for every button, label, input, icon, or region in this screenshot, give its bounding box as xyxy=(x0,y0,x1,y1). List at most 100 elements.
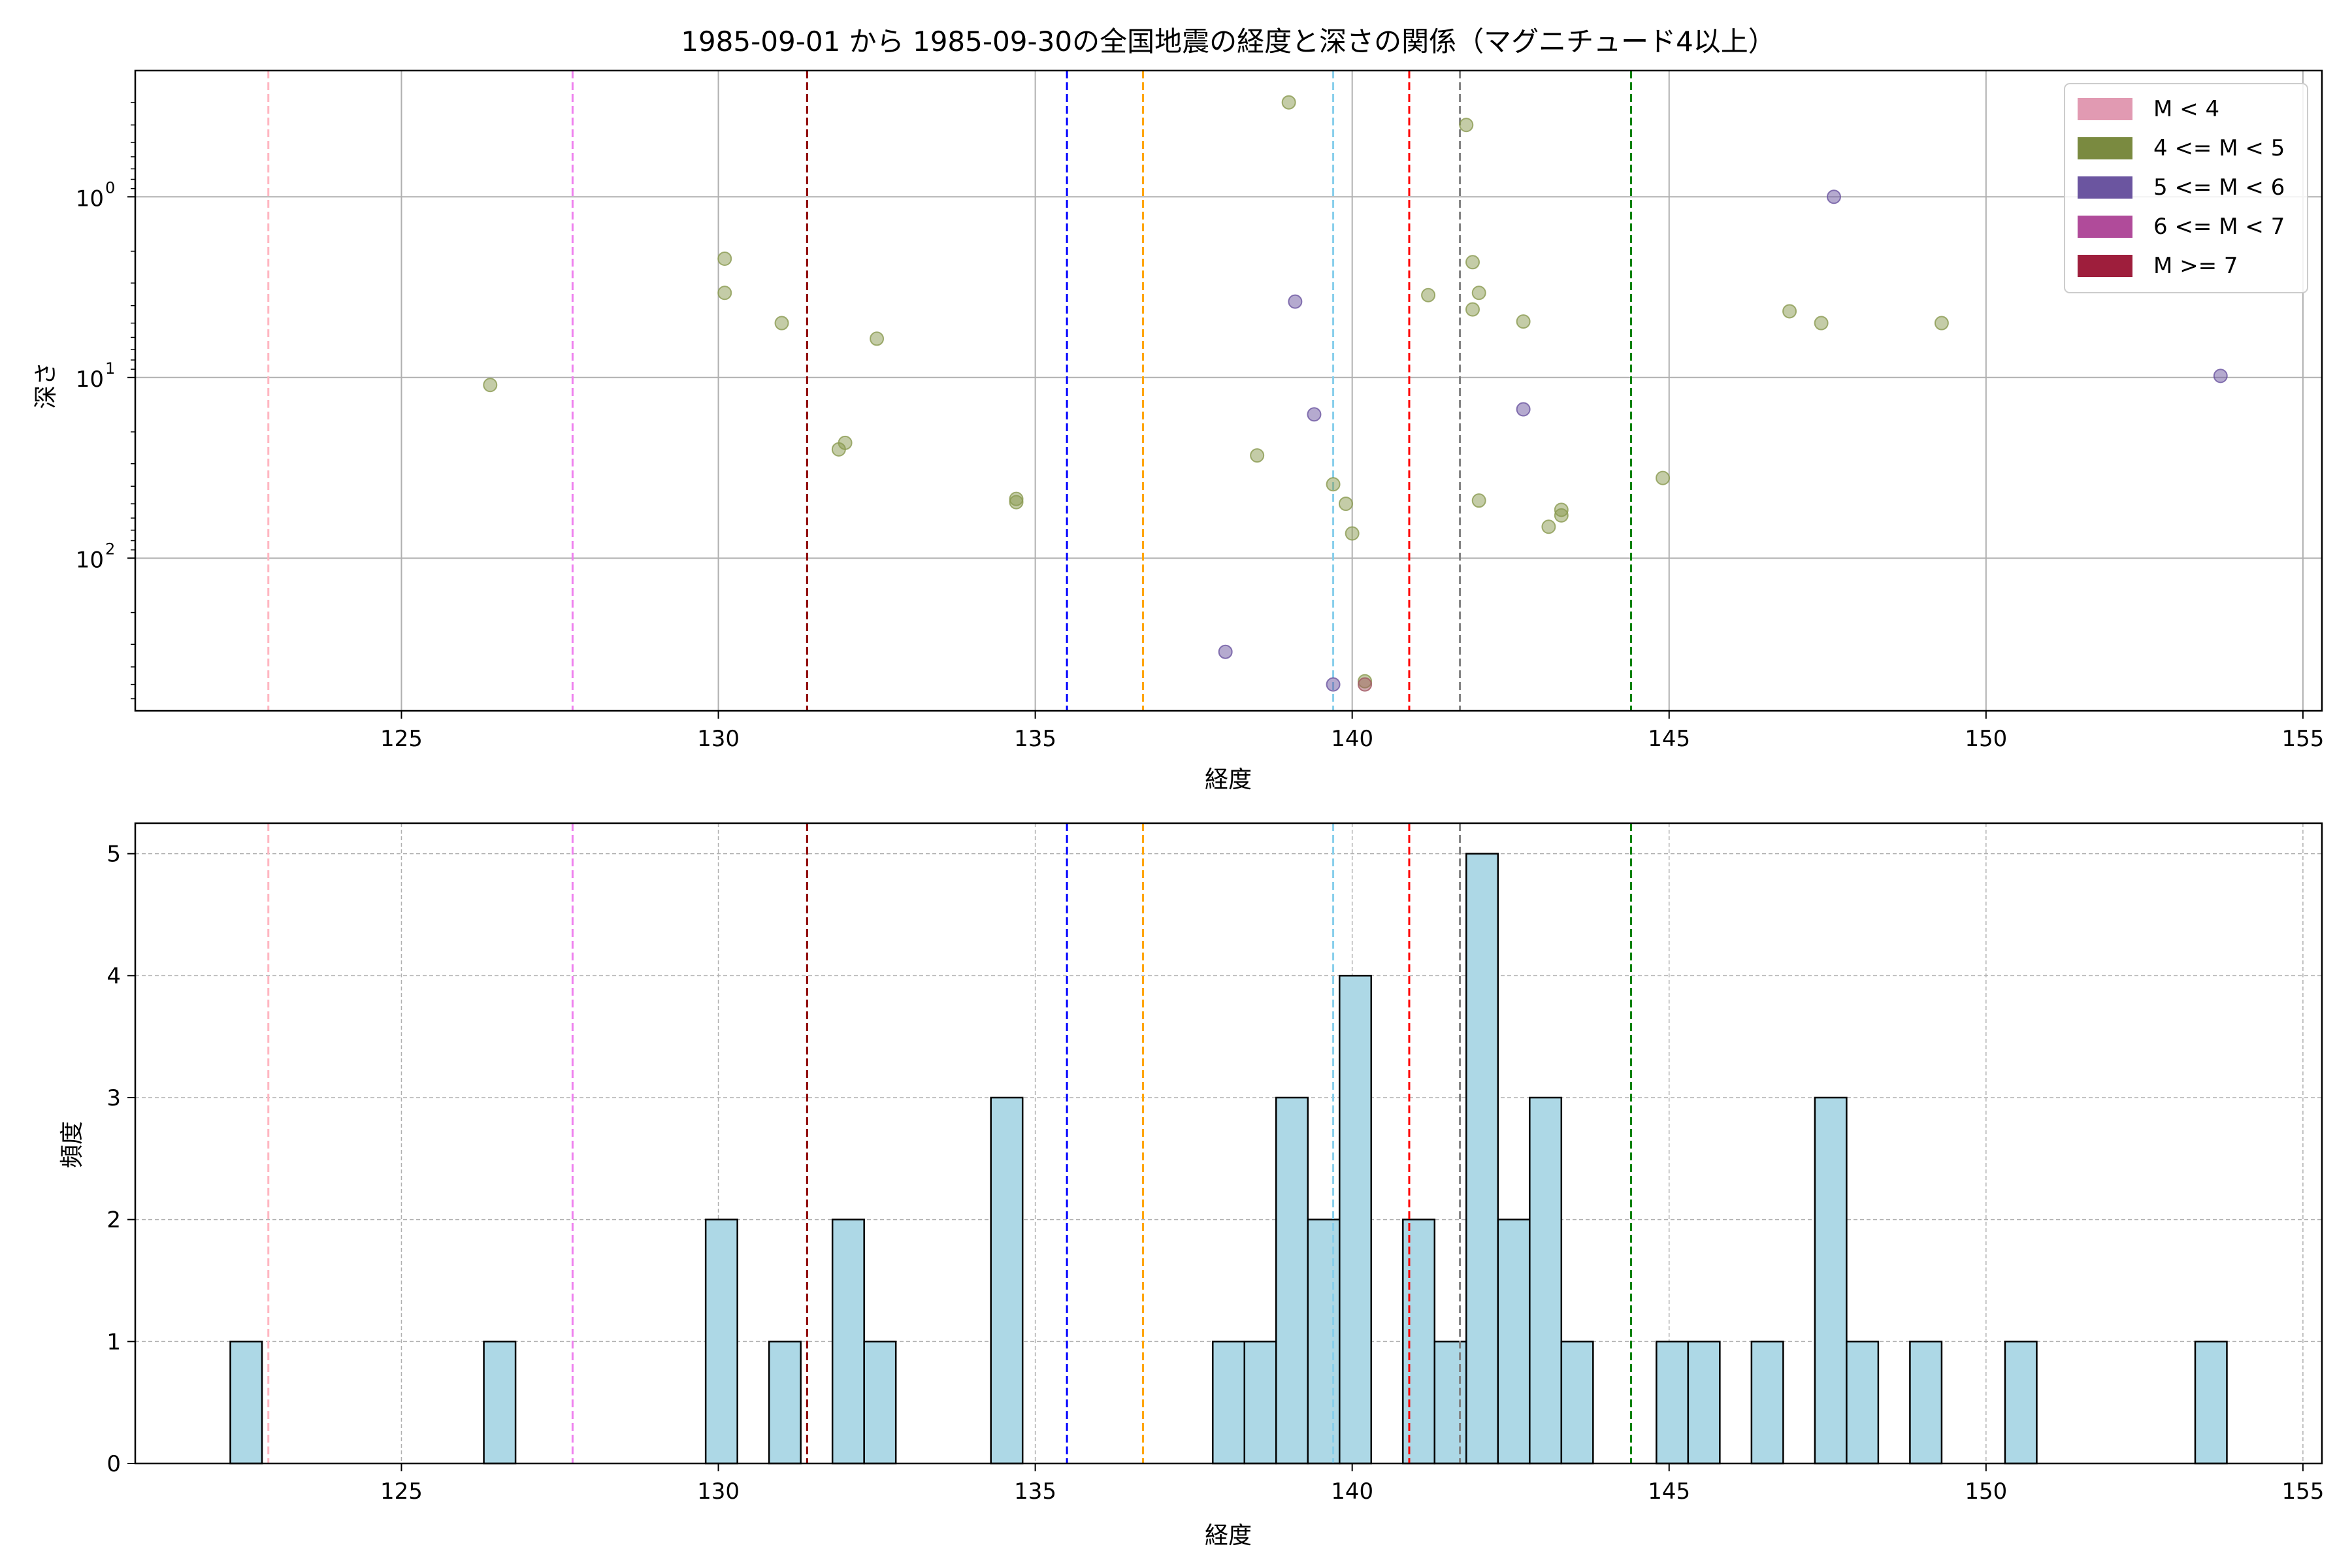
legend-swatch xyxy=(2078,176,2132,199)
legend-swatch xyxy=(2078,255,2132,277)
x-tick-label: 150 xyxy=(1965,726,2007,752)
scatter-point xyxy=(1826,189,1841,204)
scatter-point xyxy=(1471,286,1486,301)
scatter-point xyxy=(1218,644,1233,659)
histogram-reference-lines xyxy=(267,823,1633,1463)
x-tick-label: 155 xyxy=(2281,726,2324,752)
legend-label: 5 <= M < 6 xyxy=(2153,174,2285,201)
histogram-bar xyxy=(483,1341,517,1465)
histogram-bar xyxy=(1687,1341,1721,1465)
x-tick-label: 140 xyxy=(1331,1478,1373,1505)
scatter-point xyxy=(1345,526,1360,541)
scatter-point xyxy=(1358,677,1373,692)
histogram-bar xyxy=(1846,1341,1880,1465)
histogram-bar xyxy=(1243,1341,1277,1465)
legend-swatch xyxy=(2078,216,2132,238)
scatter-x-ticks: 125 130 135 140 145 150 155 xyxy=(380,711,2324,752)
x-tick-label: 130 xyxy=(697,726,740,752)
scatter-point xyxy=(1326,677,1341,692)
scatter-point xyxy=(1465,302,1480,317)
scatter-point xyxy=(1465,255,1480,270)
scatter-point xyxy=(1554,502,1569,517)
legend-label: M < 4 xyxy=(2153,96,2219,122)
histogram-bar xyxy=(768,1341,802,1465)
x-tick-label: 145 xyxy=(1648,1478,1690,1505)
scatter-point xyxy=(1814,316,1829,331)
histogram-bar xyxy=(1465,853,1499,1465)
histogram-bar xyxy=(1497,1218,1531,1465)
x-tick-label: 130 xyxy=(697,1478,740,1505)
scatter-point xyxy=(1326,477,1341,492)
scatter-points xyxy=(483,95,2228,692)
y-tick-label: 0 xyxy=(106,1451,121,1477)
histogram-y-axis-label: 頻度 xyxy=(59,1121,86,1168)
scatter-point xyxy=(1281,95,1296,110)
legend-entry: M >= 7 xyxy=(2078,253,2238,279)
legend-swatch xyxy=(2078,137,2132,159)
x-tick-label: 155 xyxy=(2281,1478,2324,1505)
y-tick-exponent: 2 xyxy=(105,540,115,558)
scatter-grid xyxy=(135,71,2322,711)
histogram-bar xyxy=(1750,1341,1784,1465)
histogram-bar xyxy=(1275,1096,1309,1465)
y-tick-label: 5 xyxy=(106,841,121,868)
legend-label: 6 <= M < 7 xyxy=(2153,214,2285,240)
y-tick-label: 10 xyxy=(76,186,104,212)
scatter-point xyxy=(1782,304,1797,319)
scatter-y-axis-label: 深さ xyxy=(33,362,59,409)
scatter-point xyxy=(870,331,885,346)
scatter-axes-frame xyxy=(134,69,2323,712)
chart-title: 1985-09-01 から 1985-09-30の全国地震の経度と深さの関係（マ… xyxy=(681,25,1776,57)
x-tick-label: 140 xyxy=(1331,726,1373,752)
histogram-bar xyxy=(1529,1096,1563,1465)
histogram-bar xyxy=(831,1218,865,1465)
histogram-bar xyxy=(1560,1341,1594,1465)
histogram-bars xyxy=(229,853,2228,1465)
histogram-bar xyxy=(2004,1341,2038,1465)
scatter-point xyxy=(1471,493,1486,508)
y-tick-label: 2 xyxy=(106,1207,121,1233)
histogram-panel: 125 130 135 140 145 150 155 0 1 2 3 4 5 経度 頻度 xyxy=(59,822,2324,1549)
y-tick-label: 10 xyxy=(76,367,104,393)
legend-label: M >= 7 xyxy=(2153,253,2238,279)
scatter-point xyxy=(1656,470,1671,485)
y-tick-exponent: 0 xyxy=(105,178,115,197)
x-tick-label: 135 xyxy=(1014,1478,1056,1505)
scatter-point xyxy=(774,316,789,331)
scatter-point xyxy=(1338,497,1353,512)
legend-entry: 5 <= M < 6 xyxy=(2078,174,2285,201)
legend-entry: M < 4 xyxy=(2078,96,2219,122)
scatter-reference-lines xyxy=(267,71,1633,711)
x-tick-label: 135 xyxy=(1014,726,1056,752)
x-tick-label: 145 xyxy=(1648,726,1690,752)
histogram-bar xyxy=(1402,1218,1436,1465)
x-tick-label: 125 xyxy=(380,726,423,752)
scatter-x-axis-label: 経度 xyxy=(1205,766,1252,793)
histogram-y-ticks: 0 1 2 3 4 5 xyxy=(106,841,135,1477)
legend-entry: 4 <= M < 5 xyxy=(2078,135,2285,161)
histogram-bar xyxy=(1339,975,1373,1465)
scatter-point xyxy=(1288,294,1303,309)
y-tick-label: 1 xyxy=(106,1329,121,1355)
histogram-bar xyxy=(704,1218,738,1465)
legend-label: 4 <= M < 5 xyxy=(2153,135,2285,161)
histogram-bar xyxy=(1814,1096,1848,1465)
histogram-bar xyxy=(1433,1341,1467,1465)
scatter-point xyxy=(2213,368,2228,384)
y-tick-label: 3 xyxy=(106,1085,121,1111)
scatter-point xyxy=(1516,314,1531,329)
histogram-bar xyxy=(1307,1218,1341,1465)
histogram-x-ticks: 125 130 135 140 145 150 155 xyxy=(380,1463,2324,1505)
histogram-bar xyxy=(2194,1341,2228,1465)
legend-box xyxy=(2064,83,2308,293)
histogram-bar xyxy=(229,1341,263,1465)
histogram-bar xyxy=(1211,1341,1246,1465)
scatter-point xyxy=(831,442,846,457)
legend-entry: 6 <= M < 7 xyxy=(2078,214,2285,240)
scatter-point xyxy=(1516,402,1531,417)
y-tick-label: 10 xyxy=(76,547,104,573)
histogram-bar xyxy=(1909,1341,1943,1465)
